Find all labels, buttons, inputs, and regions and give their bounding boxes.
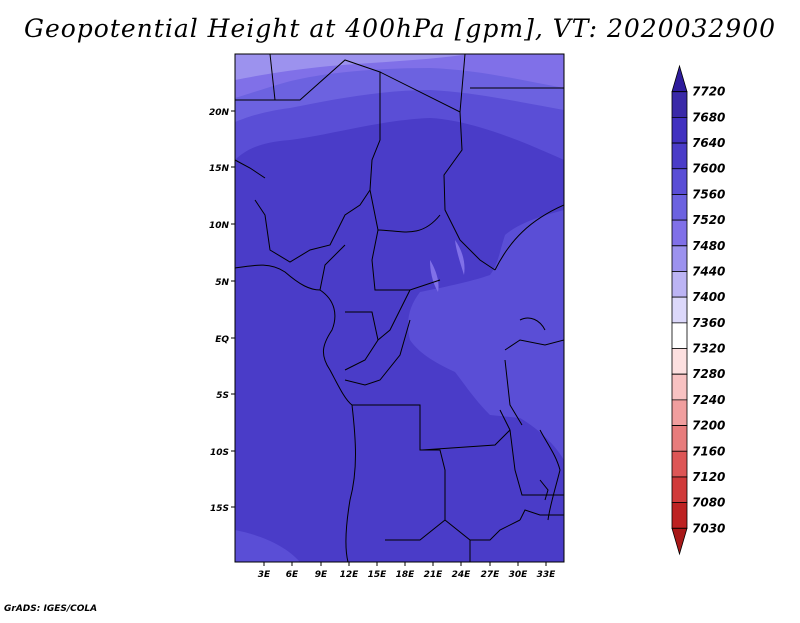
colorbar-label: 7440 (692, 264, 725, 278)
colorbar-label: 7560 (692, 187, 725, 201)
colorbar-swatch (671, 116, 688, 144)
lon-label: 6E (286, 570, 299, 580)
lat-label: EQ (215, 335, 229, 345)
lon-axis: 3E 6E 9E 12E 15E 18E 21E 24E 27E 30E 33E (258, 562, 556, 580)
colorbar-swatch (671, 399, 688, 426)
lat-axis: 20N 15N 10N 5N EQ 5S 10S 15S (209, 108, 235, 514)
lon-tick-12e: 12E (340, 562, 360, 580)
colorbar-label: 7600 (692, 162, 725, 176)
lat-label: 5S (216, 391, 229, 401)
lon-tick-18e: 18E (396, 562, 416, 580)
height-field (235, 54, 564, 562)
colorbar-swatch (671, 91, 688, 118)
lat-tick-15n: 15N (209, 164, 235, 174)
colorbar-label: 7160 (692, 444, 725, 458)
colorbar-swatch (671, 450, 688, 478)
borders (235, 54, 564, 562)
lon-label: 30E (509, 570, 529, 580)
lon-tick-9e: 9E (315, 562, 328, 580)
colorbar-swatch (671, 194, 688, 221)
map-title: Geopotential Height at 400hPa [gpm], VT:… (23, 14, 777, 43)
colorbar-label: 7520 (692, 213, 725, 227)
lon-tick-27e: 27E (481, 562, 501, 580)
lon-label: 33E (537, 570, 557, 580)
colorbar-label: 7480 (692, 239, 725, 253)
lat-label: 15N (209, 164, 230, 174)
lat-tick-10n: 10N (209, 221, 235, 231)
lat-label: 20N (209, 108, 230, 118)
lon-label: 3E (258, 570, 271, 580)
colorbar-label: 7080 (692, 496, 725, 510)
lon-tick-15e: 15E (368, 562, 388, 580)
colorbar-swatch (671, 502, 688, 529)
colorbar-swatch (671, 322, 688, 349)
lon-label: 27E (481, 570, 501, 580)
colorbar-swatch (671, 271, 688, 298)
colorbar-label: 7360 (692, 316, 725, 330)
lon-label: 15E (368, 570, 388, 580)
lon-tick-6e: 6E (286, 562, 299, 580)
colorbar-label: 7280 (692, 367, 725, 381)
lat-tick-10s: 10S (210, 448, 235, 458)
colorbar-swatch (671, 296, 688, 324)
colorbar-swatch (671, 373, 688, 401)
lon-tick-33e: 33E (537, 562, 557, 580)
colorbar-swatch (671, 168, 688, 195)
map-frame (234, 53, 565, 563)
colorbar-swatch (671, 348, 688, 375)
lon-tick-24e: 24E (452, 562, 472, 580)
grads-credit: GrADS: IGES/COLA (4, 604, 98, 614)
lat-label: 15S (210, 504, 229, 514)
colorbar: 7720 7680 7640 7600 7560 7520 7480 7440 7400 7360… (671, 64, 725, 556)
lon-label: 12E (340, 570, 360, 580)
colorbar-label: 7320 (692, 342, 725, 356)
lat-tick-20n: 20N (209, 108, 235, 118)
colorbar-label: 7720 (692, 85, 725, 99)
colorbar-label: 7120 (692, 470, 725, 484)
lon-label: 24E (452, 570, 472, 580)
lat-label: 10N (209, 221, 230, 231)
lat-label: 5N (215, 278, 229, 288)
colorbar-label: 7400 (692, 290, 725, 304)
colorbar-swatch (671, 219, 688, 247)
colorbar-swatch (671, 245, 688, 272)
lon-label: 21E (424, 570, 444, 580)
lat-tick-5s: 5S (216, 391, 235, 401)
colorbar-label: 7680 (692, 110, 725, 124)
lat-tick-5n: 5N (215, 278, 235, 288)
colorbar-label: 7030 (692, 521, 725, 535)
colorbar-swatch (671, 142, 688, 170)
lon-label: 9E (315, 570, 328, 580)
lon-tick-3e: 3E (258, 562, 271, 580)
lat-tick-15s: 15S (210, 504, 235, 514)
lon-tick-30e: 30E (509, 562, 529, 580)
colorbar-label: 7640 (692, 136, 725, 150)
colorbar-swatch (671, 64, 688, 93)
colorbar-swatch (671, 425, 688, 452)
lat-label: 10S (210, 448, 229, 458)
colorbar-label: 7200 (692, 419, 725, 433)
colorbar-label: 7240 (692, 393, 725, 407)
lat-tick-eq: EQ (215, 335, 235, 345)
lon-label: 18E (396, 570, 416, 580)
colorbar-swatch (671, 527, 688, 556)
colorbar-swatch (671, 476, 688, 504)
lon-tick-21e: 21E (424, 562, 444, 580)
